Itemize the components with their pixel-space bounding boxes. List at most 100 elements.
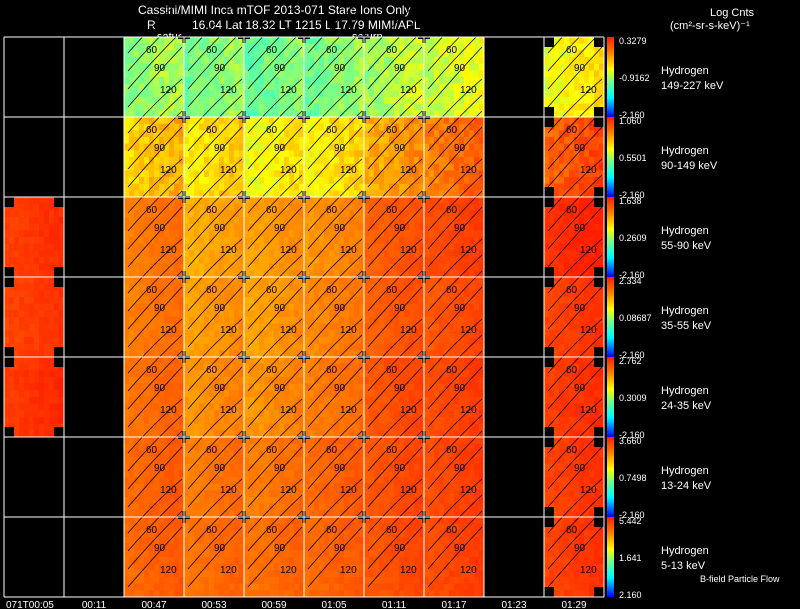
heatmap-cell [299,103,305,111]
heatmap-cell [394,250,400,258]
pitch-angle-label: 60 [146,285,158,296]
heatmap-cell [234,277,240,284]
heatmap-cell [129,57,135,64]
heatmap-cell [449,297,455,304]
heatmap-cell [174,283,180,291]
pitch-contour [427,238,483,294]
heatmap-cell [339,197,345,204]
heatmap-cell [404,303,410,311]
heatmap-cell [564,230,570,238]
heatmap-cell [294,310,300,318]
heatmap-cell [394,263,400,271]
heatmap-cell [339,137,345,144]
heatmap-cell [204,230,210,238]
heatmap-cell [349,270,355,278]
heatmap-cell [304,70,310,78]
heatmap-cell [559,263,565,271]
heatmap-cell [169,137,175,144]
heatmap-cell [54,397,60,404]
heatmap-cell [199,43,205,51]
heatmap-cell [389,270,395,278]
heatmap-cell [584,297,590,304]
heatmap-cell [334,330,340,338]
heatmap-cell [124,277,130,284]
heatmap-cell [264,143,270,151]
heatmap-cell [584,70,590,78]
heatmap-cell [314,170,320,178]
heatmap-cell [219,57,225,64]
heatmap-cell [474,90,480,98]
heatmap-cell [394,163,400,171]
heatmap-cell [39,290,45,298]
heatmap-cell [139,277,145,284]
heatmap-cell [479,310,485,318]
heatmap-cell [379,237,385,244]
heatmap-cell [299,197,305,204]
heatmap-cell [579,197,585,204]
heatmap-cell [154,290,160,298]
heatmap-cell [124,63,130,71]
heatmap-cell [244,263,250,271]
heatmap-cell [444,43,450,51]
heatmap-cell [429,237,435,244]
heatmap-cell [294,37,300,44]
heatmap-cell [189,337,195,344]
heatmap-cell [314,163,320,171]
heatmap-cell [174,57,180,64]
heatmap-cell [349,63,355,71]
heatmap-cell [349,230,355,238]
heatmap-cell [189,410,195,418]
heatmap-cell [139,90,145,98]
pitch-angle-label: 90 [454,223,466,234]
heatmap-cell [159,257,165,264]
heatmap-cell [374,157,380,164]
heatmap-cell [304,130,310,138]
heatmap-cell [304,317,310,324]
heatmap-cell [239,150,245,158]
heatmap-cell [549,310,555,318]
heatmap-cell [124,417,130,424]
heatmap-cell [14,237,20,244]
heatmap-cell [594,83,600,91]
pitch-contour [427,14,483,72]
heatmap-cell [374,70,380,78]
heatmap-cell [364,243,370,251]
heatmap-cell [364,343,370,351]
heatmap-cell [414,63,420,71]
heatmap-cell [304,310,310,318]
heatmap-cell [359,50,365,58]
heatmap-cell [189,257,195,264]
heatmap-cell [169,183,175,191]
heatmap-cell [179,250,185,258]
heatmap-cell [214,137,220,144]
heatmap-cell [574,317,580,324]
heatmap-cell [219,50,225,58]
heatmap-cell [459,223,465,231]
heatmap-cell [319,283,325,291]
heatmap-cell [264,337,270,344]
heatmap-cell [184,230,190,238]
heatmap-cell [394,223,400,231]
heatmap-cell [574,163,580,171]
heatmap-cell [34,263,40,271]
heatmap-cell [554,237,560,244]
heatmap-cell [269,223,275,231]
heatmap-cell [404,323,410,331]
heatmap-cell [389,243,395,251]
heatmap-cell [14,317,20,324]
heatmap-cell [394,50,400,58]
heatmap-cell [424,163,430,171]
heatmap-cell [384,243,390,251]
heatmap-cell [284,290,290,298]
heatmap-cell [124,303,130,311]
heatmap-cell [154,417,160,424]
heatmap-cell [444,170,450,178]
heatmap-cell [454,97,460,104]
heatmap-cell [314,150,320,158]
heatmap-cell [34,343,40,351]
heatmap-cell [589,183,595,191]
heatmap-cell [554,43,560,51]
heatmap-cell [544,157,550,164]
heatmap-cell [439,57,445,64]
heatmap-cell [439,350,445,358]
